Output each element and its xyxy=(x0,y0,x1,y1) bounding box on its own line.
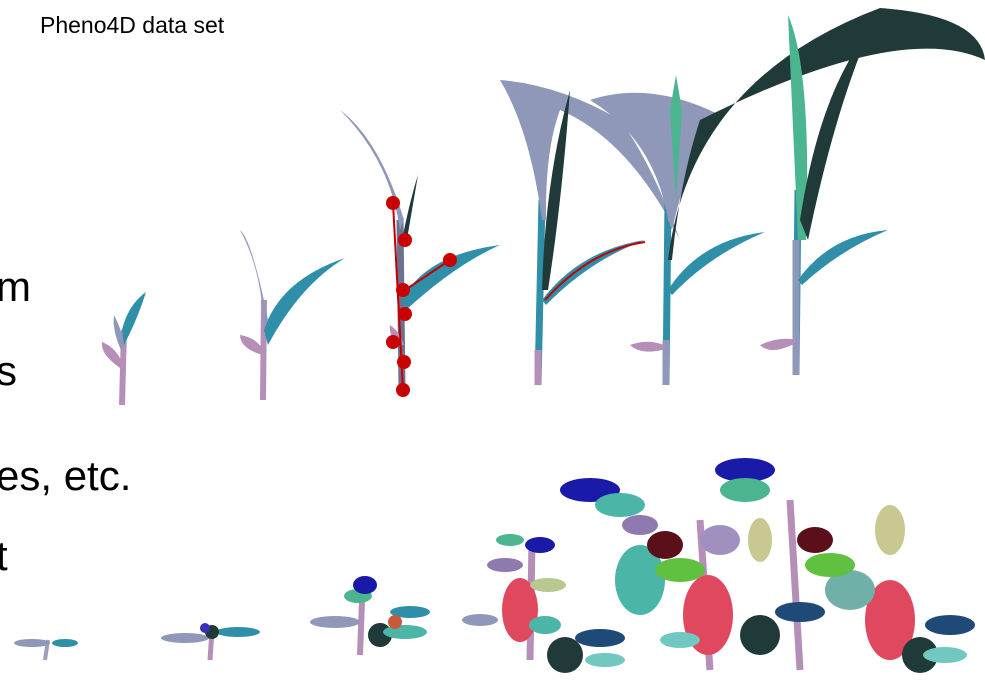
plant-illustration xyxy=(0,0,985,683)
maize-plant-3 xyxy=(340,110,500,397)
tomato-plant-2 xyxy=(161,623,260,660)
tomato-plant-4 xyxy=(462,534,625,673)
tomato-plant-1 xyxy=(14,639,78,660)
maize-plant-2 xyxy=(240,230,345,400)
maize-plant-1 xyxy=(102,292,146,405)
slide: Pheno4D data set m s es, etc. t xyxy=(0,0,985,683)
page: Pheno4D data set m s es, etc. t xyxy=(0,0,985,683)
tomato-plant-3 xyxy=(310,576,430,655)
maize-plant-5 xyxy=(590,8,985,385)
